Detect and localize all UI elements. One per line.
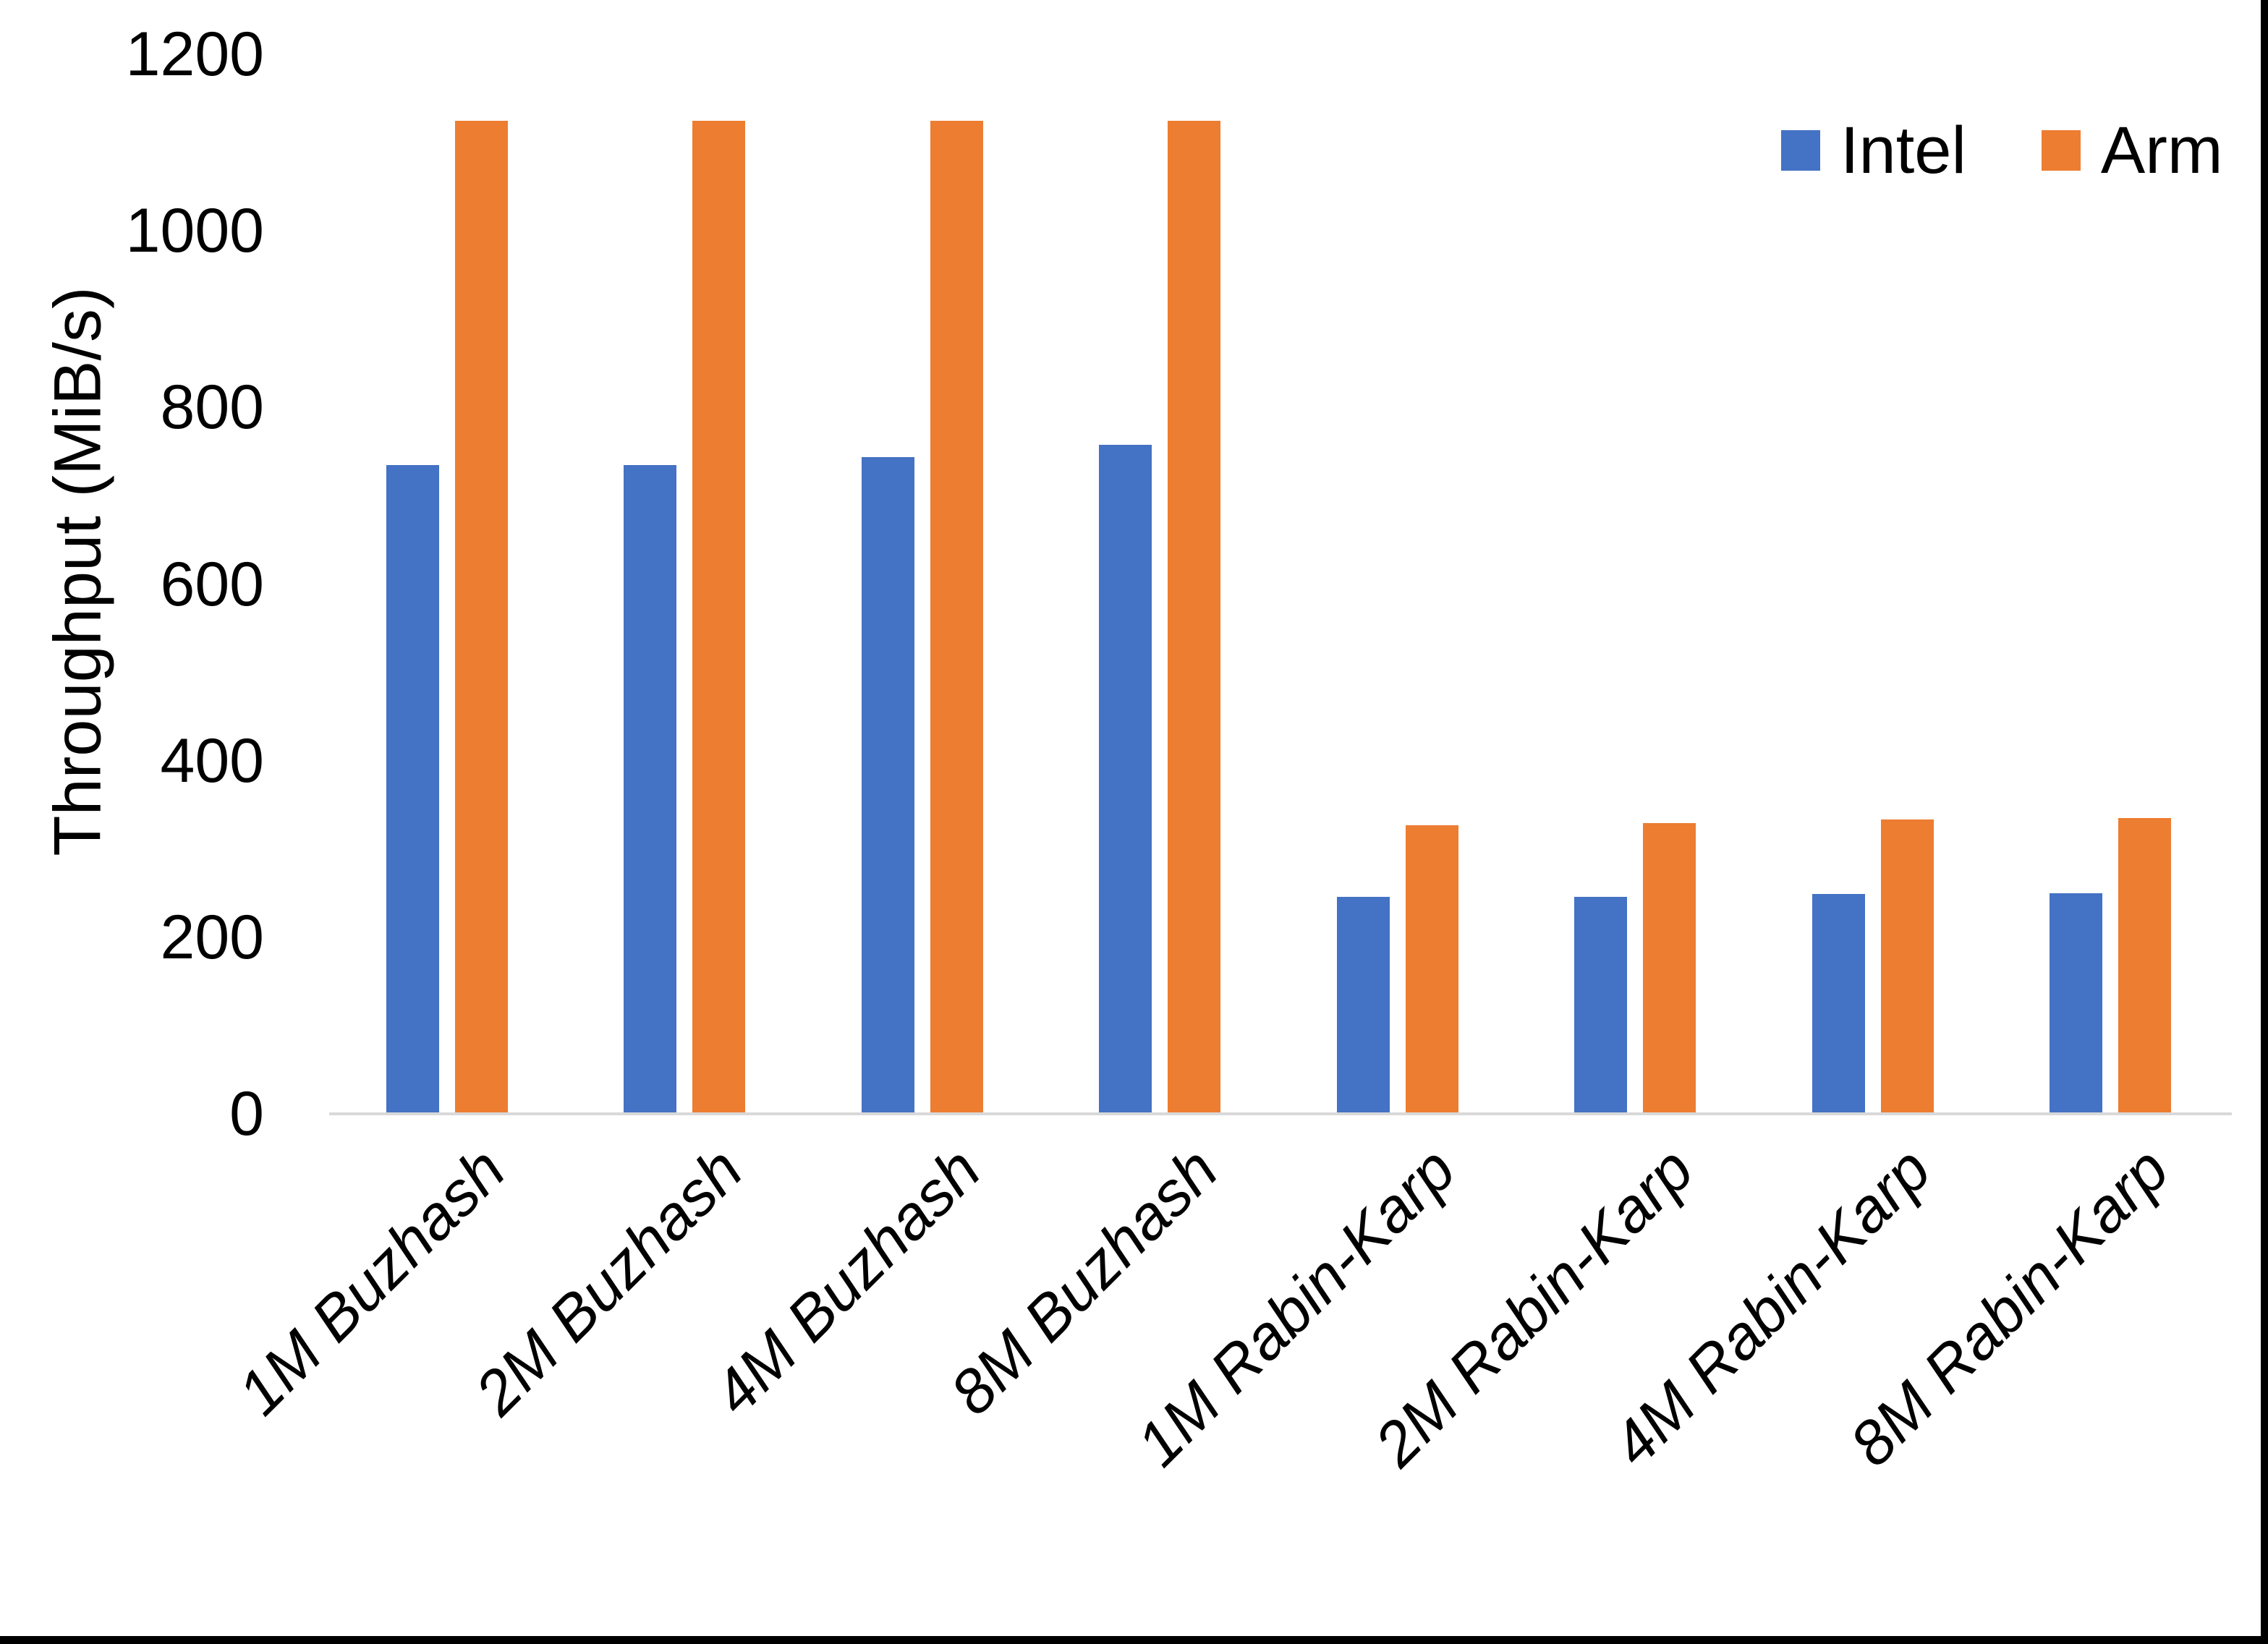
legend: Intel Arm [1781, 117, 2223, 184]
legend-swatch-intel [1781, 130, 1820, 171]
bar-intel-8m-rabin-karp [2050, 893, 2102, 1114]
bar-intel-2m-buzhash [624, 464, 677, 1114]
y-tick-label: 400 [160, 725, 265, 796]
legend-item-intel: Intel [1781, 117, 1966, 184]
x-axis-line [329, 1112, 2232, 1115]
bar-arm-1m-rabin-karp [1405, 825, 1458, 1114]
bar-intel-4m-rabin-karp [1812, 894, 1865, 1114]
bar-intel-2m-rabin-karp [1574, 896, 1628, 1114]
bar-arm-1m-buzhash [455, 120, 508, 1114]
bar-arm-8m-rabin-karp [2118, 818, 2171, 1114]
plot-area [329, 54, 2228, 1114]
bar-arm-2m-rabin-karp [1643, 823, 1696, 1114]
bar-intel-1m-rabin-karp [1336, 896, 1390, 1114]
legend-swatch-arm [2041, 130, 2081, 171]
bar-arm-4m-rabin-karp [1880, 819, 1934, 1114]
legend-item-arm: Arm [2041, 114, 2223, 187]
y-tick-label: 0 [229, 1079, 264, 1149]
y-tick-label: 1000 [125, 196, 264, 266]
bar-arm-8m-buzhash [1168, 120, 1221, 1114]
bar-arm-4m-buzhash [930, 120, 983, 1114]
legend-label: Arm [2100, 114, 2223, 187]
y-tick-label: 200 [160, 902, 265, 972]
y-tick-label: 600 [160, 549, 265, 619]
frame-border-right [2261, 0, 2268, 1644]
legend-label: Intel [1840, 114, 1966, 187]
bar-intel-8m-buzhash [1099, 444, 1152, 1114]
y-tick-label: 1200 [125, 20, 264, 89]
y-tick-label: 800 [160, 372, 265, 443]
frame-border-bottom [0, 1636, 2268, 1644]
bar-intel-1m-buzhash [386, 464, 439, 1114]
bar-arm-2m-buzhash [692, 120, 746, 1114]
bar-intel-4m-buzhash [861, 456, 914, 1114]
